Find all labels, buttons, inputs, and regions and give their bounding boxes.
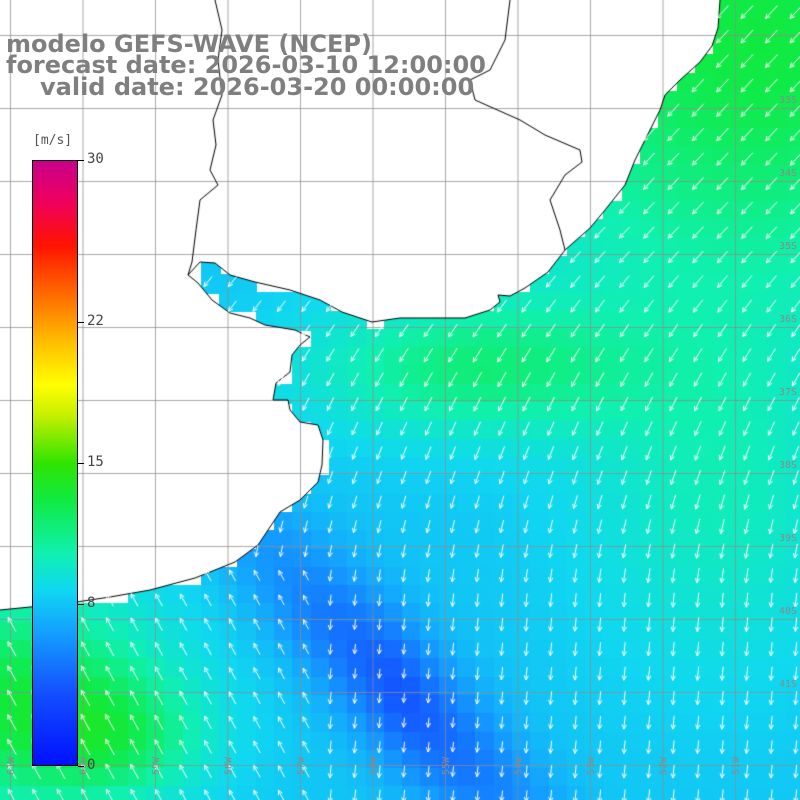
longitude-label: 52W [659,756,670,775]
latitude-label: 37S [779,387,797,398]
longitude-label: 56W [369,756,380,775]
longitude-label: 57W [296,756,307,775]
longitude-label: 58W [224,756,235,775]
longitude-label: 60W [79,756,90,775]
longitude-label: 54W [514,756,525,775]
latitude-label: 34S [779,168,797,179]
colorbar-tick [78,463,84,464]
latitude-label: 35S [779,241,797,252]
colorbar-tick [78,160,84,161]
colorbar-tick-label: 30 [87,151,104,167]
longitude-label: 55W [441,756,452,775]
colorbar-unit: [m/s] [33,133,73,148]
longitude-label: 53W [586,756,597,775]
longitude-label: 51W [731,756,742,775]
colorbar-tick-label: 22 [87,312,104,329]
colorbar-tick-label: 15 [87,454,104,470]
latitude-label: 41S [779,679,797,690]
colorbar-tick-label: 8 [87,595,96,612]
colorbar [32,160,78,766]
longitude-label: 59W [151,756,162,775]
title-valid-date: valid date: 2026-03-20 00:00:00 [40,73,475,101]
latitude-label: 40S [779,606,797,617]
latitude-label: 39S [779,533,797,544]
colorbar-tick [78,766,84,767]
title-forecast-date: forecast date: 2026-03-10 12:00:00 [6,51,486,79]
latitude-label: 33S [779,95,797,106]
title-model: modelo GEFS-WAVE (NCEP) [6,30,372,58]
colorbar-tick-label: 0 [87,757,96,773]
longitude-labels: 61W 60W 59W 58W 57W 56W 55W 54W 53W 52W 51W [6,756,742,775]
latitude-labels: 33S 34S 35S 36S 37S 38S 39S 40S 41S [779,95,797,690]
latitude-label: 38S [779,460,797,471]
colorbar-tick [78,321,84,323]
longitude-label: 61W [6,756,17,775]
latitude-label: 36S [779,314,797,325]
colorbar-tick [78,604,84,606]
